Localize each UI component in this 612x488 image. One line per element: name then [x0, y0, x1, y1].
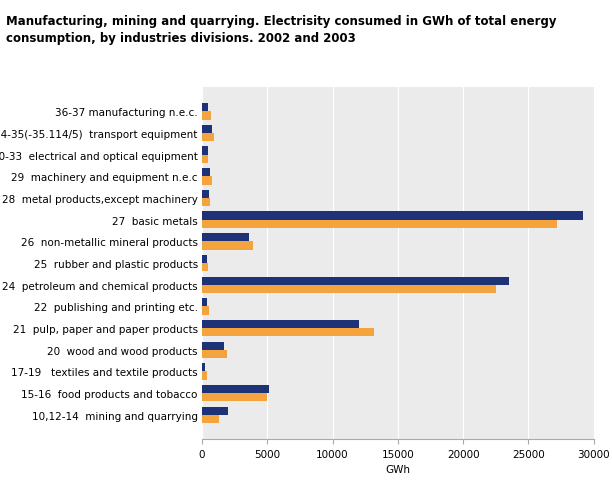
- Bar: [202, 277, 509, 285]
- Bar: [202, 220, 557, 228]
- Bar: [202, 307, 209, 315]
- Bar: [202, 393, 267, 402]
- Bar: [202, 320, 359, 328]
- Bar: [202, 212, 583, 220]
- Bar: [202, 385, 269, 393]
- Bar: [202, 342, 224, 350]
- Bar: [202, 328, 375, 337]
- Bar: [202, 147, 209, 155]
- Bar: [202, 364, 205, 372]
- Bar: [202, 169, 211, 177]
- Bar: [202, 112, 211, 120]
- Bar: [202, 125, 212, 134]
- Bar: [202, 372, 206, 380]
- Bar: [202, 264, 208, 272]
- Bar: [202, 199, 211, 207]
- Bar: [202, 407, 228, 415]
- Bar: [202, 285, 496, 293]
- Bar: [202, 242, 253, 250]
- Bar: [202, 255, 207, 264]
- Bar: [202, 134, 214, 142]
- Bar: [202, 177, 212, 185]
- X-axis label: GWh: GWh: [386, 465, 410, 474]
- Bar: [202, 155, 209, 163]
- Bar: [202, 190, 209, 199]
- Bar: [202, 299, 207, 307]
- Bar: [202, 234, 249, 242]
- Text: Manufacturing, mining and quarrying. Electrisity consumed in GWh of total energy: Manufacturing, mining and quarrying. Ele…: [6, 15, 557, 44]
- Bar: [202, 415, 219, 423]
- Bar: [202, 350, 227, 358]
- Bar: [202, 104, 209, 112]
